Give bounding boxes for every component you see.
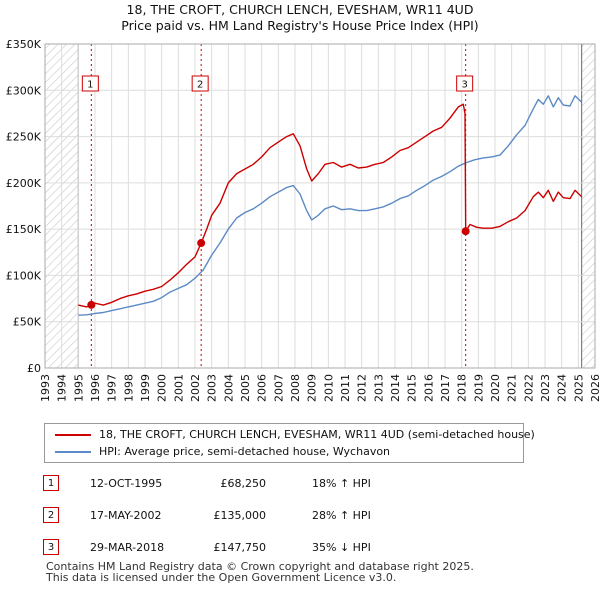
x-tick-label: 2004 [222, 374, 235, 402]
plot-frame [44, 43, 596, 369]
sale-label-box [81, 75, 99, 92]
x-tick-label: 2026 [589, 374, 600, 402]
y-tick-label: £250K [6, 131, 42, 144]
chart: 1 2 3 £0 £50K £100K £150K £200K £250K £300K £350K 1… [6, 38, 600, 402]
y-tick-label: £300K [6, 84, 42, 97]
legend-item-property: 18, THE CROFT, CHURCH LENCH, EVESHAM, WR… [55, 428, 535, 444]
x-tick-label: 2007 [272, 374, 285, 402]
x-tick-label: 1997 [106, 374, 119, 402]
x-tick-label: 2017 [439, 374, 452, 402]
x-tick-label: 2019 [472, 374, 485, 402]
hpi-line [78, 95, 583, 316]
sale-number-badge: 1 [43, 475, 59, 491]
sale-number-badge: 3 [43, 539, 59, 555]
sale-label-box [191, 75, 209, 92]
x-tick-label: 1999 [139, 374, 152, 402]
y-tick-label: £50K [13, 316, 42, 329]
x-tick-label: 2024 [556, 374, 569, 402]
x-tick-label: 2008 [289, 374, 302, 402]
chart-title-line-2: Price paid vs. HM Land Registry's House … [121, 18, 479, 33]
hatched-region-after-data [581, 44, 595, 368]
x-tick-label: 2021 [506, 374, 519, 402]
sale-row: 2 17-MAY-2002 £135,000 28% ↑ HPI [0, 507, 600, 527]
property-price-line [78, 103, 583, 308]
legend-item-hpi: HPI: Average price, semi-detached house,… [55, 445, 390, 461]
x-tick-label: 2015 [406, 374, 419, 402]
x-tick-label: 1995 [72, 374, 85, 402]
y-tick-label: £200K [6, 177, 42, 190]
x-tick-label: 2023 [539, 374, 552, 402]
sale-point [87, 300, 96, 309]
sale-point [461, 227, 470, 236]
sale-label: 1 [87, 80, 93, 91]
sale-price: £68,250 [220, 477, 267, 490]
x-tick-label: 2012 [356, 374, 369, 402]
chart-legend: 18, THE CROFT, CHURCH LENCH, EVESHAM, WR… [44, 423, 535, 463]
x-tick-label: 2014 [389, 374, 402, 402]
sale-hpi-change: 28% ↑ HPI [312, 509, 371, 522]
sale-date: 12-OCT-1995 [90, 477, 163, 490]
y-tick-label: £150K [6, 223, 42, 236]
x-tick-label: 2018 [456, 374, 469, 402]
y-tick-label: £100K [6, 269, 42, 282]
x-tick-label: 1996 [89, 374, 102, 402]
sale-date: 29-MAR-2018 [90, 541, 165, 554]
y-tick-label: £0 [27, 362, 41, 375]
sale-price: £135,000 [213, 509, 267, 522]
x-tick-label: 1993 [39, 374, 52, 402]
x-tick-label: 2022 [522, 374, 535, 402]
footer-line-2: This data is licensed under the Open Gov… [46, 571, 397, 584]
legend-swatch-property [55, 434, 91, 436]
sale-row: 3 29-MAR-2018 £147,750 35% ↓ HPI [0, 539, 600, 559]
sale-label: 2 [197, 80, 203, 91]
sale-number-badge: 2 [43, 507, 59, 523]
x-tick-label: 2016 [422, 374, 435, 402]
sale-hpi-change: 35% ↓ HPI [312, 541, 371, 554]
x-tick-label: 2005 [239, 374, 252, 402]
x-tick-label: 2025 [572, 374, 585, 402]
legend-swatch-hpi [55, 451, 91, 453]
x-tick-label: 2002 [189, 374, 202, 402]
sale-label-box [456, 75, 474, 92]
x-tick-label: 2011 [339, 374, 352, 402]
x-tick-label: 2009 [306, 374, 319, 402]
x-tick-label: 2020 [489, 374, 502, 402]
x-tick-label: 2006 [256, 374, 269, 402]
legend-label-property: 18, THE CROFT, CHURCH LENCH, EVESHAM, WR… [99, 428, 535, 441]
sale-row: 1 12-OCT-1995 £68,250 18% ↑ HPI [0, 475, 600, 495]
x-tick-label: 1994 [56, 374, 69, 402]
sale-point [197, 239, 206, 248]
sale-hpi-change: 18% ↑ HPI [312, 477, 371, 490]
footer-attribution: Contains HM Land Registry data © Crown c… [46, 561, 474, 583]
legend-label-hpi: HPI: Average price, semi-detached house,… [99, 445, 391, 458]
sale-date: 17-MAY-2002 [90, 509, 162, 522]
x-tick-label: 2003 [206, 374, 219, 402]
x-tick-label: 2000 [156, 374, 169, 402]
y-tick-label: £350K [6, 38, 42, 51]
x-tick-label: 2010 [322, 374, 335, 402]
chart-title-line-1: 18, THE CROFT, CHURCH LENCH, EVESHAM, WR… [126, 2, 474, 17]
x-tick-label: 1998 [122, 374, 135, 402]
footer-line-1: Contains HM Land Registry data © Crown c… [46, 560, 474, 573]
sale-label: 3 [461, 80, 467, 91]
x-tick-label: 2001 [172, 374, 185, 402]
sale-price: £147,750 [213, 541, 267, 554]
plot-area [45, 44, 595, 368]
x-tick-label: 2013 [372, 374, 385, 402]
